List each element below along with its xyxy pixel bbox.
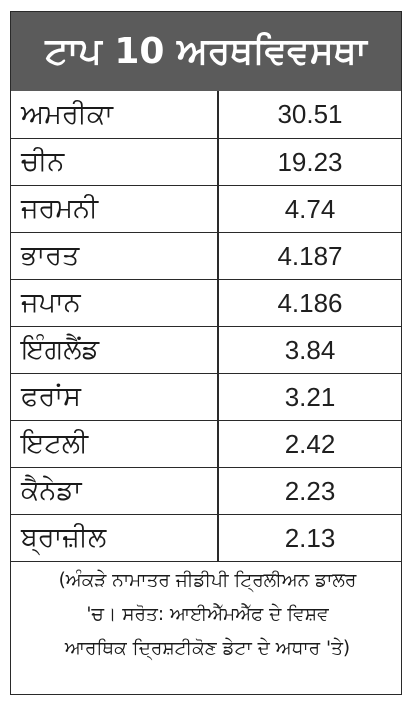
column-divider	[217, 233, 219, 279]
gdp-value: 2.13	[284, 522, 336, 553]
table-row: ਕੈਨੇਡਾ 2.23	[11, 468, 401, 515]
table-row: ਚੀਨ 19.23	[11, 139, 401, 186]
economy-table-card: ਟਾਪ 10 ਅਰਥਵਿਵਸਥਾ ਅਮਰੀਕਾ 30.51 ਚੀਨ 19.23 …	[10, 11, 402, 695]
country-name: ਜਪਾਨ	[21, 287, 81, 318]
column-divider	[217, 421, 219, 467]
gdp-value: 3.21	[284, 381, 336, 412]
table-title: ਟਾਪ 10 ਅਰਥਵਿਵਸਥਾ	[45, 30, 367, 72]
source-note-line: (ਅੰਕੜੇ ਨਾਮਾਤਰ ਜੀਡੀਪੀ ਟ੍ਰਿਲੀਅਨ ਡਾਲਰ	[58, 570, 357, 591]
table-row: ਭਾਰਤ 4.187	[11, 233, 401, 280]
gdp-value: 30.51	[277, 99, 343, 129]
table-row: ਜਰਮਨੀ 4.74	[11, 186, 401, 233]
source-note-line: ਆਰਥਿਕ ਦ੍ਰਿਸ਼ਟੀਕੋਣ ਡੇਟਾ ਦੇ ਅਧਾਰ 'ਤੇ)	[64, 638, 351, 659]
column-divider	[217, 374, 219, 420]
column-divider	[217, 515, 219, 561]
gdp-value: 3.84	[284, 334, 336, 365]
gdp-value: 2.42	[284, 428, 336, 459]
ranking-table: ਅਮਰੀਕਾ 30.51 ਚੀਨ 19.23 ਜਰਮਨੀ 4.74 ਭਾਰਤ 4…	[11, 91, 401, 562]
table-row: ਬ੍ਰਾਜ਼ੀਲ 2.13	[11, 515, 401, 562]
gdp-value: 4.187	[277, 240, 343, 271]
country-name: ਫਰਾਂਸ	[21, 381, 81, 412]
country-name: ਅਮਰੀਕਾ	[21, 98, 113, 130]
table-row: ਫਰਾਂਸ 3.21	[11, 374, 401, 421]
country-name: ਜਰਮਨੀ	[21, 193, 99, 224]
country-name: ਇੰਗਲੈਂਡ	[21, 334, 100, 365]
table-row: ਅਮਰੀਕਾ 30.51	[11, 91, 401, 139]
country-name: ਬ੍ਰਾਜ਼ੀਲ	[21, 522, 107, 553]
gdp-value: 2.23	[284, 475, 336, 506]
source-note-line: 'ਚ। ਸਰੋਤ: ਆਈਐੱਮਐੱਫ ਦੇ ਵਿਸ਼ਵ	[86, 604, 329, 625]
column-divider	[217, 280, 219, 326]
country-name: ਭਾਰਤ	[21, 240, 80, 271]
gdp-value: 4.74	[284, 193, 336, 224]
country-name: ਚੀਨ	[21, 146, 65, 177]
gdp-value: 4.186	[277, 287, 343, 318]
table-row: ਇਟਲੀ 2.42	[11, 421, 401, 468]
column-divider	[217, 91, 219, 138]
column-divider	[217, 186, 219, 232]
column-divider	[217, 139, 219, 185]
column-divider	[217, 468, 219, 514]
table-row: ਇੰਗਲੈਂਡ 3.84	[11, 327, 401, 374]
country-name: ਕੈਨੇਡਾ	[21, 475, 82, 506]
source-note: (ਅੰਕੜੇ ਨਾਮਾਤਰ ਜੀਡੀਪੀ ਟ੍ਰਿਲੀਅਨ ਡਾਲਰ 'ਚ। ਸ…	[6, 564, 409, 666]
gdp-value: 19.23	[277, 146, 343, 177]
country-name: ਇਟਲੀ	[21, 428, 89, 459]
column-divider	[217, 327, 219, 373]
table-row: ਜਪਾਨ 4.186	[11, 280, 401, 327]
title-bar: ਟਾਪ 10 ਅਰਥਵਿਵਸਥਾ	[11, 12, 401, 91]
